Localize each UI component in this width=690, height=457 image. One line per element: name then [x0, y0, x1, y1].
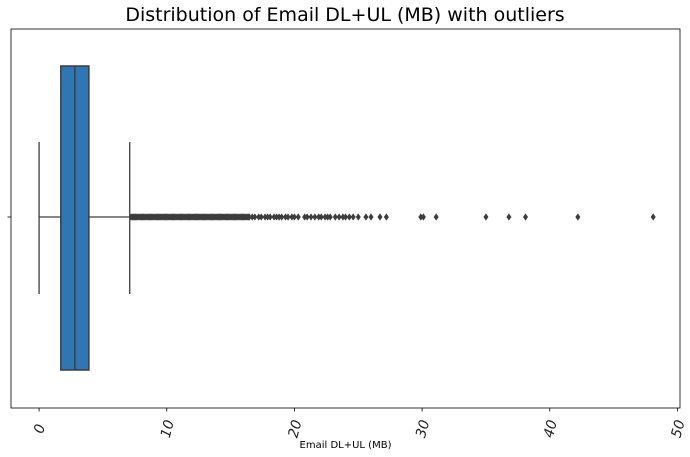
outlier-point: [433, 213, 439, 221]
outlier-point: [506, 213, 512, 221]
outlier-point: [249, 213, 255, 221]
outlier-point-dense: [246, 213, 252, 221]
chart-title: Distribution of Email DL+UL (MB) with ou…: [125, 4, 565, 26]
outlier-point: [327, 213, 333, 221]
outlier-point: [262, 213, 268, 221]
outlier-point: [304, 213, 310, 221]
outlier-point: [291, 213, 297, 221]
outlier-point: [318, 213, 324, 221]
outlier-point: [252, 213, 258, 221]
outlier-point: [368, 213, 374, 221]
outlier-point: [575, 213, 581, 221]
x-axis-label: Email DL+UL (MB): [300, 440, 392, 451]
outlier-point: [342, 213, 349, 221]
outlier-point: [650, 213, 656, 221]
x-tick-label: 30: [413, 418, 433, 439]
outlier-point: [265, 213, 271, 221]
outlier-point: [279, 213, 285, 221]
outlier-point: [295, 213, 301, 221]
outlier-point: [322, 213, 328, 221]
outlier-point: [325, 213, 331, 221]
x-tick-label: 0: [31, 423, 49, 436]
outlier-point: [350, 213, 356, 221]
outlier-point: [308, 213, 314, 221]
outlier-point: [420, 213, 426, 221]
outlier-point: [418, 213, 424, 221]
outlier-point: [274, 213, 280, 221]
x-tick-label: 10: [158, 418, 178, 439]
outlier-point: [332, 213, 338, 221]
outlier-point: [289, 213, 295, 221]
outlier-point: [336, 213, 342, 221]
x-tick-label: 20: [286, 418, 306, 439]
outlier-point: [363, 213, 369, 221]
outlier-point: [271, 213, 277, 221]
outlier-point: [256, 213, 262, 221]
x-tick-label: 50: [669, 418, 689, 439]
outlier-point: [282, 213, 289, 221]
outlier-point: [285, 213, 291, 221]
outlier-point: [316, 213, 322, 221]
outlier-point: [276, 213, 282, 221]
outlier-point: [377, 213, 383, 221]
outlier-point: [522, 213, 529, 221]
outlier-point: [302, 213, 308, 221]
outlier-point: [258, 213, 264, 221]
outlier-point: [312, 213, 318, 221]
outlier-point: [483, 213, 489, 221]
outlier-point: [346, 213, 352, 221]
outlier-point: [355, 213, 361, 221]
x-tick-label: 40: [541, 418, 561, 439]
outlier-point: [267, 213, 273, 221]
outlier-point: [340, 213, 346, 221]
outlier-point: [383, 213, 389, 221]
plot-area-frame: [10, 28, 681, 409]
